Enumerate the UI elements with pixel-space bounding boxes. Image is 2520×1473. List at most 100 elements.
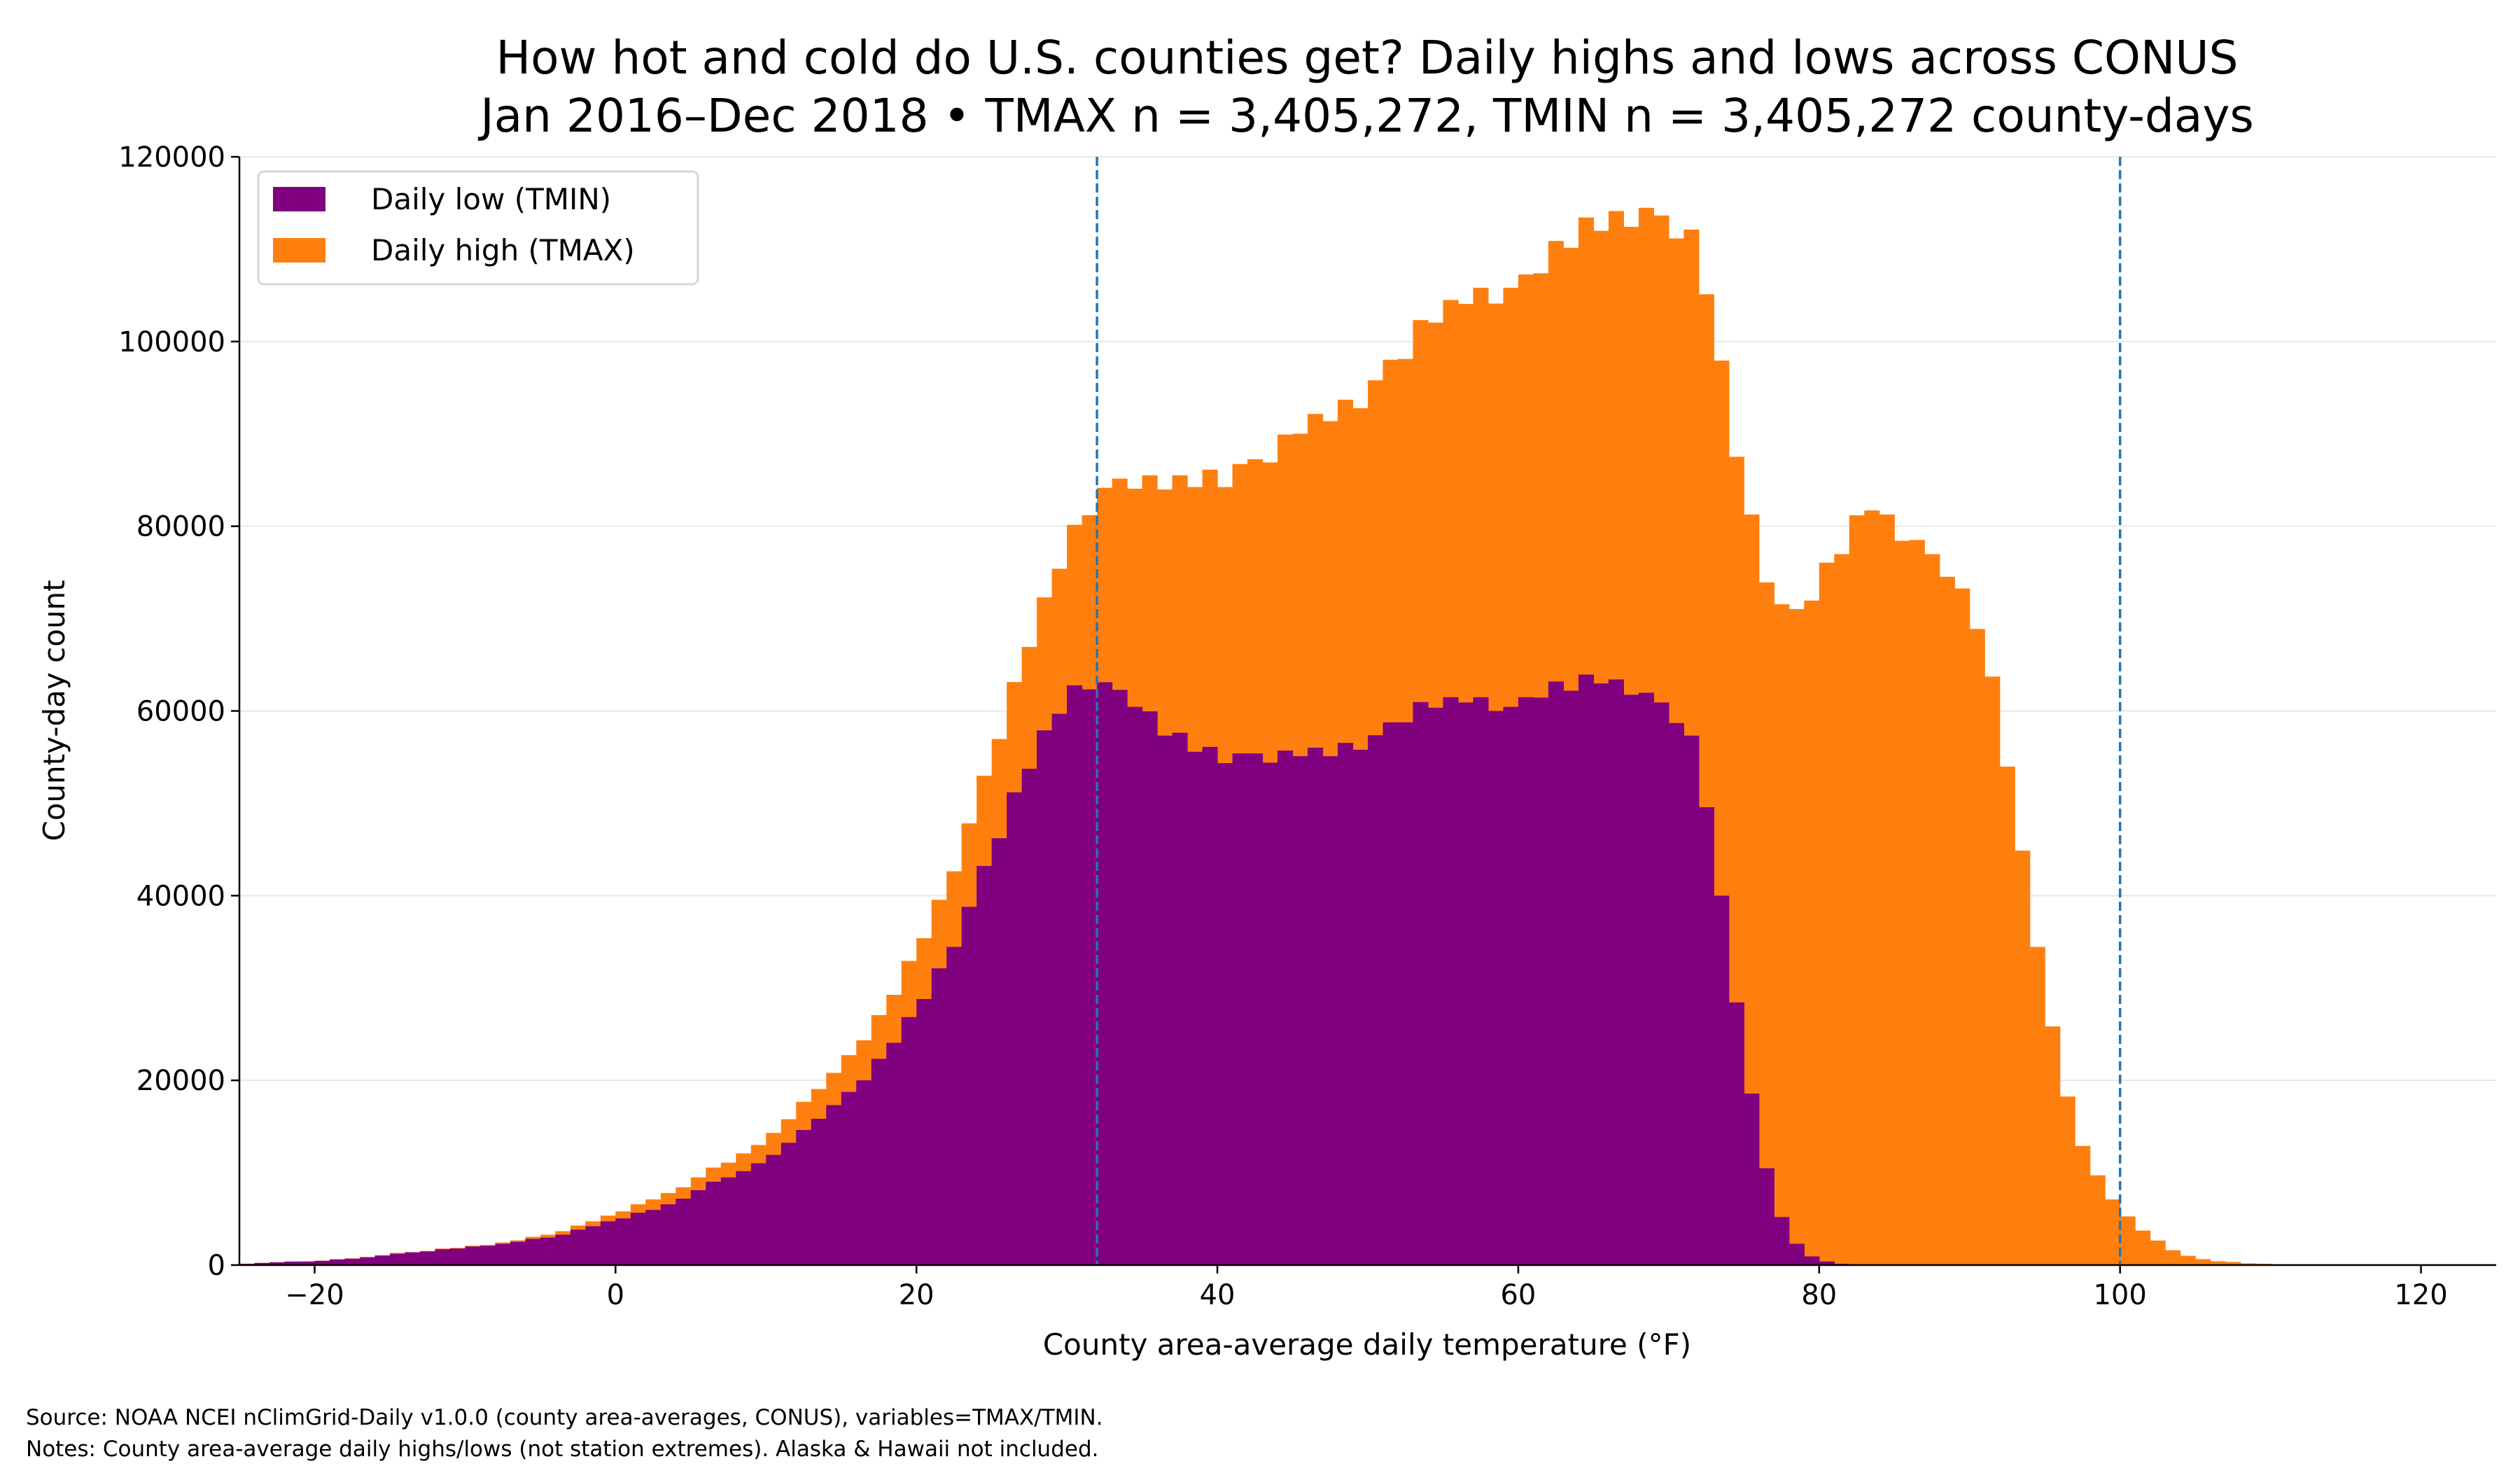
tmin-bar <box>1233 753 1248 1265</box>
tmin-bar <box>962 907 977 1265</box>
tmin-bar <box>932 968 947 1265</box>
chart-title: How hot and cold do U.S. counties get? D… <box>496 31 2239 85</box>
tmax-bar <box>1789 609 1805 1265</box>
tmin-bar <box>1639 693 1654 1265</box>
tmax-bar <box>1954 589 1970 1265</box>
tmax-bar <box>2135 1231 2150 1265</box>
tmin-bar <box>1488 711 1504 1266</box>
tmin-bar <box>1669 723 1684 1265</box>
tmin-bar <box>465 1246 480 1265</box>
tmin-bar <box>1428 708 1443 1265</box>
tmin-bar <box>1729 1003 1744 1265</box>
tmin-bar <box>706 1182 721 1265</box>
tmin-bar <box>1804 1257 1819 1265</box>
tmin-bar <box>1022 769 1037 1265</box>
tmin-bar <box>374 1256 390 1265</box>
tmin-bar <box>1368 735 1383 1265</box>
tmin-bar <box>1503 707 1518 1265</box>
tmin-bar <box>1247 753 1263 1265</box>
tmin-bar <box>585 1226 601 1265</box>
tmin-bar <box>691 1190 706 1265</box>
tmin-bar <box>1563 691 1578 1265</box>
x-tick-label: 60 <box>1500 1279 1536 1311</box>
y-tick-label: 120000 <box>118 141 225 174</box>
tmax-bar <box>2060 1096 2076 1265</box>
tmin-bar <box>1037 730 1052 1265</box>
tmin-bar <box>661 1204 676 1265</box>
tmax-bar <box>1984 676 2000 1265</box>
tmin-bar <box>1353 750 1368 1265</box>
x-tick-label: −20 <box>285 1279 344 1311</box>
tmin-bar <box>510 1242 526 1265</box>
tmin-bar <box>1007 793 1022 1265</box>
y-tick-label: 100000 <box>118 326 225 358</box>
tmax-bar <box>1759 582 1774 1265</box>
tmax-bar <box>1864 510 1879 1265</box>
tmin-bar <box>615 1218 631 1265</box>
tmax-bar <box>2120 1216 2136 1265</box>
tmin-bar <box>872 1059 887 1265</box>
tmin-bar <box>1142 711 1158 1265</box>
tmin-bar <box>1578 675 1594 1265</box>
tmin-bar <box>841 1092 857 1265</box>
tmin-bar <box>826 1105 841 1265</box>
tmin-bar <box>405 1252 420 1265</box>
tmax-bar <box>1774 604 1789 1265</box>
tmin-bar <box>1789 1244 1805 1265</box>
tmin-bar <box>1593 683 1609 1265</box>
tmin-bar <box>781 1143 797 1265</box>
tmax-bar <box>2030 947 2045 1265</box>
tmin-bar <box>435 1249 450 1265</box>
tmin-bars <box>239 675 1865 1265</box>
tmin-bar <box>766 1155 781 1265</box>
tmin-bar <box>1203 747 1218 1265</box>
tmin-bar <box>601 1221 616 1265</box>
x-tick-label: 0 <box>607 1279 624 1311</box>
y-tick-label: 60000 <box>136 696 225 728</box>
x-tick-label: 100 <box>2093 1279 2146 1311</box>
tmin-bar <box>1172 733 1188 1265</box>
tmin-bar <box>360 1257 375 1265</box>
tmax-bar <box>1940 577 1955 1265</box>
tmax-bar <box>2105 1199 2120 1265</box>
legend-label-tmax: Daily high (TMAX) <box>371 233 635 267</box>
tmax-bar <box>2075 1146 2090 1265</box>
tmax-bar <box>1910 540 1925 1265</box>
legend: Daily low (TMIN) Daily high (TMAX) <box>258 172 698 284</box>
y-tick-label: 20000 <box>136 1065 225 1097</box>
tmin-bar <box>495 1244 510 1265</box>
x-axis-label: County area-average daily temperature (°… <box>1043 1327 1691 1362</box>
chart-subtitle: Jan 2016–Dec 2018 • TMAX n = 3,405,272, … <box>477 89 2254 143</box>
tmin-bar <box>1112 690 1128 1265</box>
tmin-bar <box>721 1178 736 1265</box>
tmax-bar <box>1849 515 1865 1265</box>
tmin-bar <box>1263 762 1278 1265</box>
tmin-bar <box>1127 707 1142 1265</box>
tmin-bar <box>676 1199 691 1265</box>
tmin-bar <box>1187 752 1203 1265</box>
tmin-bar <box>1323 756 1338 1265</box>
tmin-bar <box>916 999 932 1265</box>
tmin-bar <box>992 838 1007 1265</box>
x-tick-label: 80 <box>1801 1279 1837 1311</box>
tmax-bar <box>2015 851 2030 1265</box>
tmin-bar <box>480 1245 496 1265</box>
tmin-bar <box>1097 682 1112 1265</box>
tmin-bar <box>751 1164 766 1265</box>
tmin-bar <box>540 1238 556 1265</box>
tmin-bar <box>811 1119 827 1265</box>
tmin-bar <box>1278 751 1293 1265</box>
tmin-bar <box>1052 714 1068 1265</box>
tmax-bar <box>2045 1026 2060 1265</box>
tmin-bar <box>1443 697 1458 1265</box>
tmax-bar <box>1970 629 1985 1265</box>
tmin-bar <box>1067 685 1082 1265</box>
tmin-bar <box>344 1259 360 1265</box>
tmin-bar <box>946 947 962 1265</box>
tmin-bar <box>902 1017 917 1265</box>
legend-label-tmin: Daily low (TMIN) <box>371 182 611 216</box>
tmin-bar <box>1308 748 1323 1265</box>
